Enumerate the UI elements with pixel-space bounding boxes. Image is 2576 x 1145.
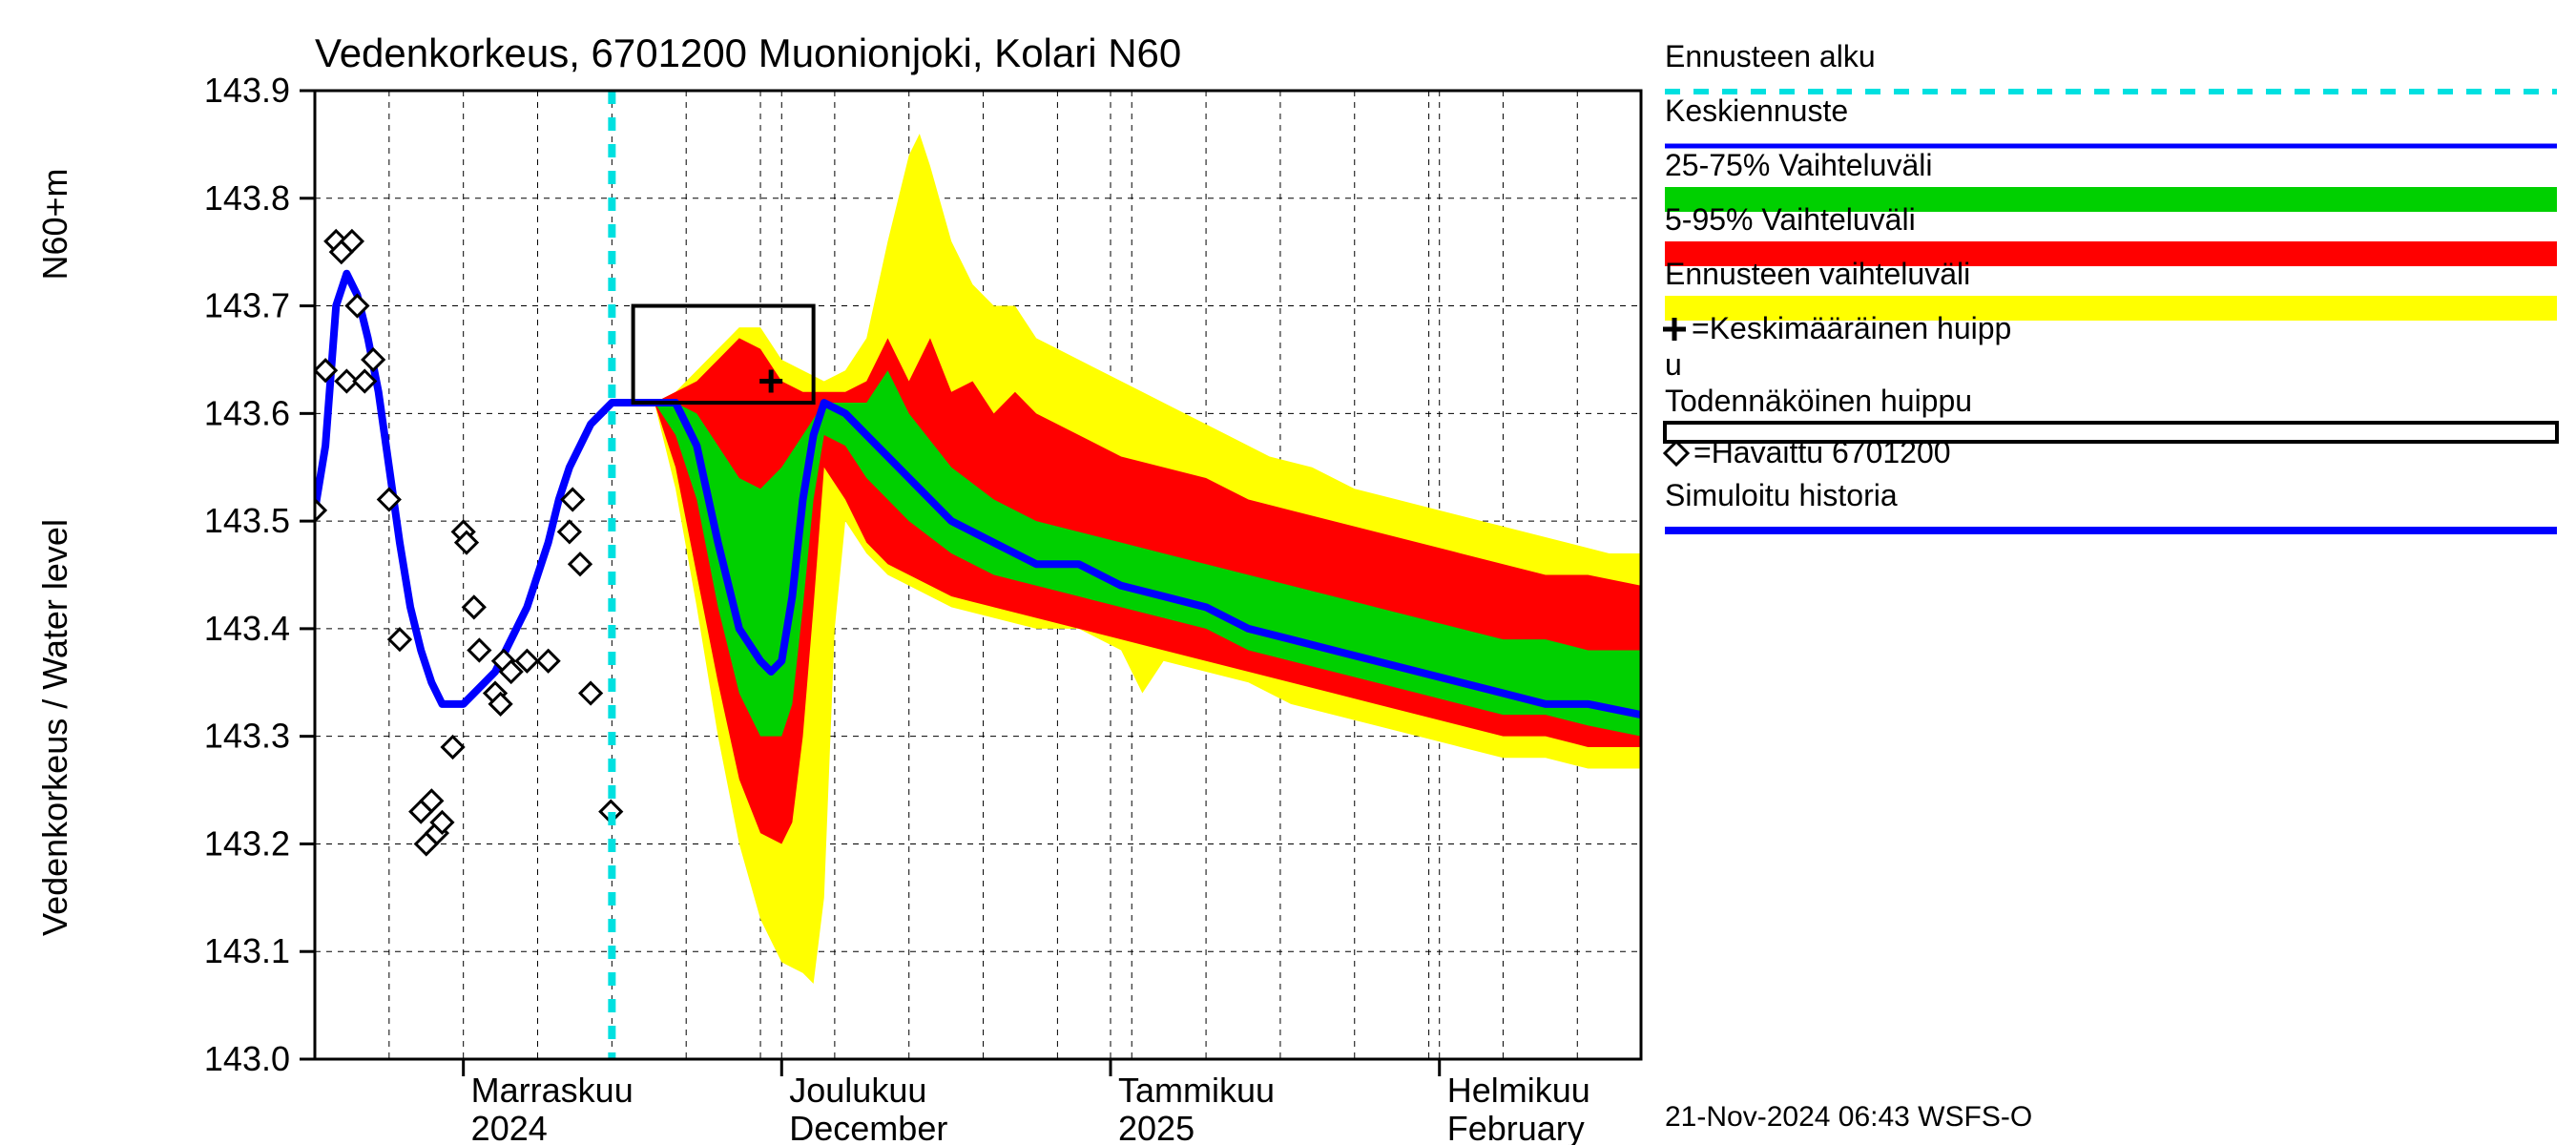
- y-axis-label: Vedenkorkeus / Water level: [35, 519, 74, 936]
- legend-label: 25-75% Vaihteluväli: [1665, 148, 1932, 182]
- legend-label: =Havaittu 6701200: [1693, 435, 1951, 469]
- svg-text:Marraskuu: Marraskuu: [471, 1071, 634, 1110]
- svg-text:December: December: [789, 1109, 947, 1145]
- chart-container: 143.0 143.1 143.2 143.3 143.4 143.5 143.6 143.7…: [0, 0, 2576, 1145]
- chart-footer: 21-Nov-2024 06:43 WSFS-O: [1665, 1101, 2032, 1133]
- svg-text:2024: 2024: [471, 1109, 548, 1145]
- svg-text:143.2: 143.2: [204, 823, 290, 863]
- svg-text:February: February: [1447, 1109, 1585, 1145]
- chart-svg: 143.0 143.1 143.2 143.3 143.4 143.5 143.6 143.7…: [0, 0, 2576, 1145]
- legend-label: Todennäköinen huippu: [1665, 384, 1972, 418]
- svg-text:Helmikuu: Helmikuu: [1447, 1071, 1590, 1110]
- legend-label: Keskiennuste: [1665, 94, 1848, 128]
- legend-label: Ennusteen alku: [1665, 39, 1876, 73]
- svg-text:143.6: 143.6: [204, 393, 290, 432]
- svg-text:143.4: 143.4: [204, 609, 290, 648]
- y-axis-label-2: N60+m: [35, 168, 74, 280]
- svg-text:Tammikuu: Tammikuu: [1118, 1071, 1275, 1110]
- legend-label: 5-95% Vaihteluväli: [1665, 202, 1916, 237]
- svg-text:143.8: 143.8: [204, 178, 290, 218]
- legend-label: =Keskimääräinen huipp: [1692, 311, 2011, 345]
- chart-title: Vedenkorkeus, 6701200 Muonionjoki, Kolar…: [315, 31, 1181, 75]
- svg-text:143.9: 143.9: [204, 71, 290, 110]
- svg-text:Joulukuu: Joulukuu: [789, 1071, 926, 1110]
- svg-text:143.5: 143.5: [204, 501, 290, 540]
- svg-text:143.3: 143.3: [204, 717, 290, 756]
- svg-text:2025: 2025: [1118, 1109, 1195, 1145]
- legend-label: Simuloitu historia: [1665, 478, 1898, 512]
- svg-text:143.0: 143.0: [204, 1039, 290, 1078]
- svg-text:143.7: 143.7: [204, 286, 290, 325]
- svg-text:143.1: 143.1: [204, 931, 290, 970]
- legend-label: Ennusteen vaihteluväli: [1665, 257, 1970, 291]
- legend-label: u: [1665, 347, 1682, 382]
